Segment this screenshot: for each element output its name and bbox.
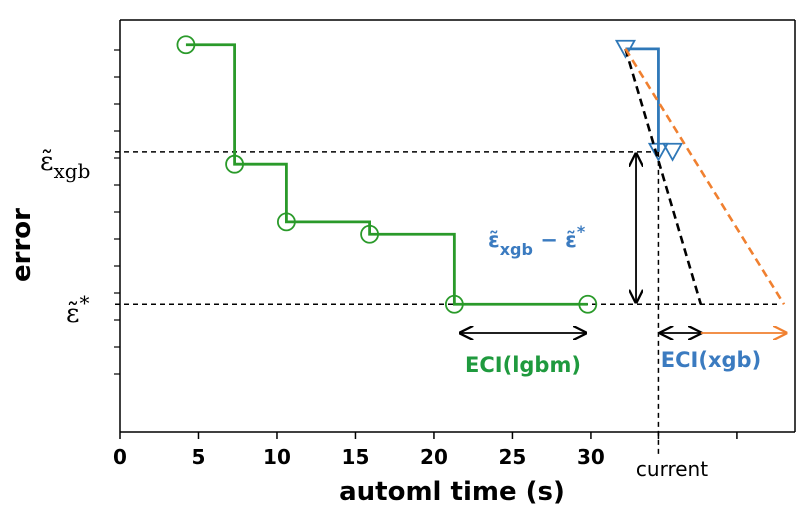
eci-xgb-label: ECI(xgb): [661, 348, 761, 372]
data-point-lgbm: [176, 35, 196, 55]
ytick-label-eps-xgb: ε̃xgb: [40, 147, 90, 183]
data-point-lgbm: [225, 154, 244, 174]
data-point-xgb: [647, 142, 669, 162]
gap-label: ε̃xgb − ε̃*: [488, 222, 586, 259]
x-ticks: 0 5 10 15 20 25 30: [113, 432, 738, 469]
x-tick-label: 10: [263, 445, 291, 469]
annotations: [460, 154, 786, 333]
eps-star-superscript: *: [79, 291, 89, 315]
data-point-xgb: [614, 39, 636, 59]
series-line-xgb: [625, 47, 660, 152]
eps-xgb-subscript: xgb: [53, 159, 90, 183]
series-line-lgbm: [185, 43, 588, 306]
x-tick-label: 15: [342, 445, 370, 469]
x-tick-label: 5: [192, 445, 206, 469]
ytick-label-eps-star: ε̃*: [66, 291, 89, 329]
data-point-lgbm: [360, 224, 379, 244]
gap-minus: − ε̃: [533, 228, 577, 252]
reference-lines: [115, 151, 780, 457]
data-point-lgbm: [444, 294, 464, 314]
series-group: [176, 35, 786, 314]
series-line-xgb-extrapolation-black: [624, 48, 703, 305]
gap-subscript: xgb: [500, 240, 533, 259]
data-point-lgbm: [578, 294, 598, 314]
x-axis-title: automl time (s): [339, 477, 565, 507]
data-point-xgb: [662, 142, 684, 162]
x-tick-label: 0: [113, 445, 127, 469]
gap-eps-xgb: ε̃: [488, 228, 500, 252]
eps-xgb-symbol: ε̃: [40, 147, 53, 177]
eci-lgbm-label: ECI(lgbm): [465, 353, 581, 377]
y-ticks: [114, 49, 120, 375]
eps-star-symbol: ε̃: [66, 299, 79, 329]
current-label: current: [636, 457, 708, 481]
y-axis-title: error: [7, 208, 37, 282]
x-tick-label: 25: [499, 445, 527, 469]
gap-star: *: [577, 222, 586, 241]
x-tick-label: 30: [577, 445, 605, 469]
axes-frame: [119, 19, 796, 433]
data-point-lgbm: [276, 212, 296, 232]
x-tick-label: 20: [420, 445, 448, 469]
series-line-xgb-extrapolation-orange: [624, 48, 786, 305]
